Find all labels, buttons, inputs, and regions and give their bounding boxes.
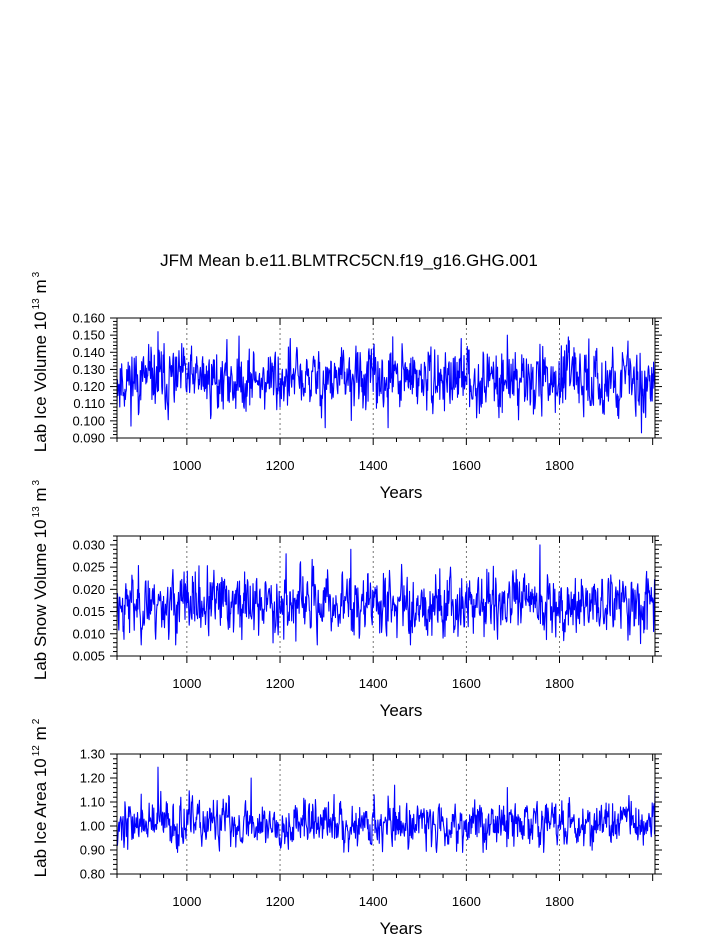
plot-frame	[116, 317, 656, 439]
series-line	[116, 766, 656, 853]
plot-frame	[116, 753, 656, 875]
panel-3: 1000 1200 1400 1600 1800 0.80 0.90 1.00 1.10 1.20…	[31, 718, 662, 935]
y-axis-title-unit: m	[31, 487, 50, 506]
x-tick-label: 1800	[545, 894, 574, 909]
y-tick-label: 0.030	[72, 537, 105, 552]
x-tick-label: 1200	[266, 458, 295, 473]
x-tick-label: 1400	[359, 458, 388, 473]
y-tick-label: 0.90	[80, 843, 105, 858]
panel-2: 1000 1200 1400 1600 1800 0.005 0.010 0.015 0.020…	[31, 479, 662, 720]
y-tick-label: 1.30	[80, 747, 105, 762]
y-axis-title-unit: m	[31, 726, 50, 745]
plot-frame	[116, 535, 656, 657]
y-tick-label: 0.140	[72, 345, 105, 360]
y-tick-label: 0.150	[72, 328, 105, 343]
y-tick-label: 0.020	[72, 582, 105, 597]
y-tick-label: 0.090	[72, 431, 105, 446]
y-axis-title: Lab Ice Area 1012 m 2	[31, 718, 50, 877]
y-axis-title-unit-exponent: 3	[31, 271, 42, 277]
y-tick-label: 0.025	[72, 560, 105, 575]
x-tick-label: 1000	[172, 676, 201, 691]
y-axis-title-text: Lab Snow Volume 10	[31, 519, 50, 680]
y-tick-label: 0.80	[80, 867, 105, 882]
y-axis-title-exponent: 12	[31, 745, 42, 757]
y-tick-label: 1.00	[80, 819, 105, 834]
series-line	[116, 544, 656, 646]
y-tick-label: 0.010	[72, 626, 105, 641]
y-tick-label: 0.005	[72, 649, 105, 664]
x-tick-label: 1400	[359, 894, 388, 909]
x-axis-title: Years	[380, 701, 423, 720]
x-tick-label: 1600	[452, 676, 481, 691]
y-tick-label: 0.110	[73, 396, 105, 411]
series-line	[116, 331, 656, 434]
x-tick-label: 1400	[359, 676, 388, 691]
x-tick-label: 1800	[545, 458, 574, 473]
x-tick-label: 1600	[452, 894, 481, 909]
y-tick-label: 0.120	[72, 379, 105, 394]
panel-1: 1000 1200 1400 1600 1800 0.090 0.100 0.110 0.120…	[31, 271, 662, 502]
y-tick-label: 0.160	[72, 311, 105, 326]
x-tick-label: 1200	[266, 676, 295, 691]
y-axis-title-exponent: 13	[31, 506, 42, 518]
y-axis-title-unit-exponent: 2	[31, 718, 42, 724]
y-tick-label: 0.100	[72, 413, 105, 428]
y-axis-title-text: Lab Ice Area 10	[31, 758, 50, 877]
y-axis-title: Lab Ice Volume 1013 m 3	[31, 271, 50, 452]
panels: 1000 1200 1400 1600 1800 0.090 0.100 0.110 0.120…	[31, 271, 662, 935]
x-axis-title: Years	[380, 483, 423, 502]
y-axis-title: Lab Snow Volume 1013 m 3	[31, 479, 50, 680]
x-tick-label: 1200	[266, 894, 295, 909]
x-tick-label: 1600	[452, 458, 481, 473]
y-tick-label: 1.10	[80, 795, 105, 810]
y-axis-title-text: Lab Ice Volume 10	[31, 311, 50, 452]
x-tick-label: 1800	[545, 676, 574, 691]
y-axis-title-unit-exponent: 3	[31, 479, 42, 485]
x-tick-label: 1000	[172, 458, 201, 473]
y-axis-title-unit: m	[31, 279, 50, 298]
figure-title: JFM Mean b.e11.BLMTRC5CN.f19_g16.GHG.001	[160, 251, 538, 270]
y-tick-label: 1.20	[80, 771, 105, 786]
y-tick-label: 0.130	[72, 362, 105, 377]
x-axis-title: Years	[380, 919, 423, 935]
y-axis-title-exponent: 13	[31, 298, 42, 310]
x-tick-label: 1000	[172, 894, 201, 909]
y-tick-label: 0.015	[72, 604, 105, 619]
